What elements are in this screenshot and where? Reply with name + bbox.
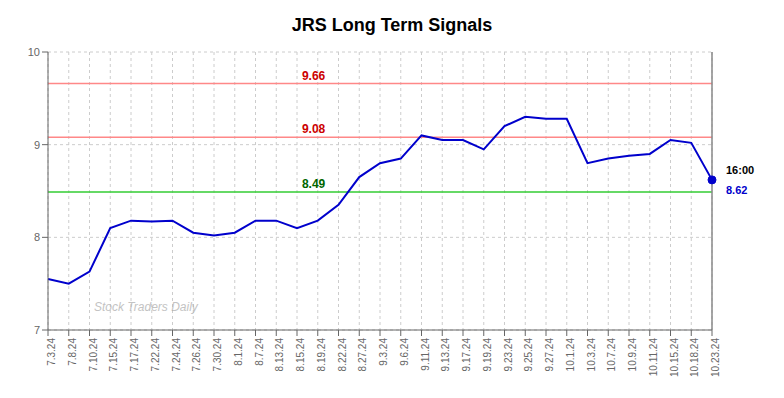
- svg-text:10.7.24: 10.7.24: [606, 338, 617, 372]
- svg-text:9.19.24: 9.19.24: [482, 338, 493, 372]
- svg-text:7.15.24: 7.15.24: [108, 338, 119, 372]
- svg-text:8.1.24: 8.1.24: [233, 338, 244, 366]
- html-text:JRS Long Term Signals: JRS Long Term Signals: [291, 15, 493, 35]
- svg-text:7.30.24: 7.30.24: [212, 338, 223, 372]
- svg-text:16:00: 16:00: [726, 164, 754, 176]
- svg-text:7.24.24: 7.24.24: [171, 338, 182, 372]
- svg-text:8.22.24: 8.22.24: [337, 338, 348, 372]
- svg-text:10.11.24: 10.11.24: [648, 338, 659, 377]
- svg-text:9.3.24: 9.3.24: [378, 338, 389, 366]
- svg-text:10.23.24: 10.23.24: [710, 338, 721, 377]
- svg-text:10.3.24: 10.3.24: [586, 338, 597, 372]
- svg-text:9.66: 9.66: [302, 69, 326, 83]
- svg-text:8.19.24: 8.19.24: [316, 338, 327, 372]
- svg-text:9.17.24: 9.17.24: [461, 338, 472, 372]
- svg-text:10.1.24: 10.1.24: [565, 338, 576, 372]
- svg-text:10.15.24: 10.15.24: [669, 338, 680, 377]
- svg-text:8: 8: [34, 231, 40, 243]
- html-text:Stock Traders Daily: Stock Traders Daily: [94, 300, 198, 314]
- svg-text:7.3.24: 7.3.24: [46, 338, 57, 366]
- svg-text:8.49: 8.49: [302, 177, 326, 191]
- svg-text:9.27.24: 9.27.24: [544, 338, 555, 372]
- svg-text:9.08: 9.08: [302, 122, 326, 136]
- svg-text:9.13.24: 9.13.24: [440, 338, 451, 372]
- svg-text:9.23.24: 9.23.24: [503, 338, 514, 372]
- svg-text:10: 10: [28, 46, 40, 58]
- svg-text:7.22.24: 7.22.24: [150, 338, 161, 372]
- svg-text:8.62: 8.62: [726, 184, 747, 196]
- svg-text:10.18.24: 10.18.24: [689, 338, 700, 377]
- svg-text:7.26.24: 7.26.24: [191, 338, 202, 372]
- svg-text:7.17.24: 7.17.24: [129, 338, 140, 372]
- svg-text:10.9.24: 10.9.24: [627, 338, 638, 372]
- svg-text:9.6.24: 9.6.24: [399, 338, 410, 366]
- svg-text:7: 7: [34, 324, 40, 336]
- svg-text:8.7.24: 8.7.24: [254, 338, 265, 366]
- svg-text:7.10.24: 7.10.24: [88, 338, 99, 372]
- svg-text:7.8.24: 7.8.24: [67, 338, 78, 366]
- svg-text:9.11.24: 9.11.24: [420, 338, 431, 371]
- svg-text:8.27.24: 8.27.24: [357, 338, 368, 372]
- svg-text:9: 9: [34, 139, 40, 151]
- svg-text:8.13.24: 8.13.24: [274, 338, 285, 372]
- svg-text:9.25.24: 9.25.24: [523, 338, 534, 372]
- svg-text:8.15.24: 8.15.24: [295, 338, 306, 372]
